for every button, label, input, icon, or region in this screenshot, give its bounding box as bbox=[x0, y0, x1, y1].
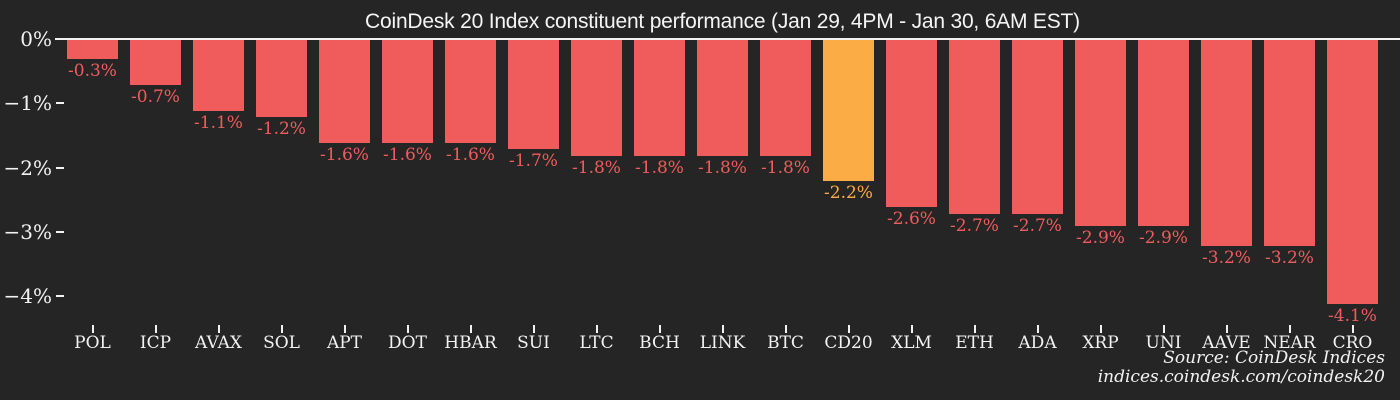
bar-value-label: -1.2% bbox=[257, 119, 306, 139]
x-tick-mark bbox=[91, 325, 94, 333]
bar-AAVE bbox=[1201, 40, 1252, 246]
y-tick-label: −3% bbox=[3, 219, 53, 244]
bar-NEAR bbox=[1264, 40, 1315, 246]
bar-XLM bbox=[886, 40, 937, 207]
x-tick-label-XRP: XRP bbox=[1082, 333, 1119, 353]
x-tick-mark bbox=[847, 325, 850, 333]
bar-value-label: -0.3% bbox=[68, 61, 117, 81]
x-tick-mark bbox=[532, 325, 535, 333]
source-line: Source: CoinDesk Indices bbox=[1163, 348, 1385, 368]
x-tick-mark bbox=[469, 325, 472, 333]
y-tick-label: −2% bbox=[3, 155, 53, 180]
x-tick-mark bbox=[1162, 325, 1165, 333]
bar-BCH bbox=[634, 40, 685, 156]
bar-LINK bbox=[697, 40, 748, 156]
bar-value-label: -4.1% bbox=[1328, 306, 1377, 326]
zero-baseline bbox=[55, 38, 1400, 40]
x-tick-label-ETH: ETH bbox=[955, 333, 994, 353]
x-tick-mark bbox=[154, 325, 157, 333]
bar-value-label: -1.6% bbox=[320, 145, 369, 165]
x-tick-label-POL: POL bbox=[74, 333, 111, 353]
bar-value-label: -1.1% bbox=[194, 113, 243, 133]
x-tick-label-XLM: XLM bbox=[891, 333, 932, 353]
bar-value-label: -2.6% bbox=[887, 209, 936, 229]
x-tick-mark bbox=[280, 325, 283, 333]
x-tick-label-UNI: UNI bbox=[1145, 333, 1182, 353]
bar-ETH bbox=[949, 40, 1000, 214]
y-tick-mark bbox=[56, 295, 64, 298]
y-tick-label: −4% bbox=[3, 284, 53, 309]
x-tick-label-BTC: BTC bbox=[767, 333, 804, 353]
x-tick-label-AVAX: AVAX bbox=[195, 333, 242, 353]
x-tick-mark bbox=[1099, 325, 1102, 333]
x-tick-label-CRO: CRO bbox=[1332, 333, 1373, 353]
bar-value-label: -3.2% bbox=[1202, 248, 1251, 268]
y-tick-mark bbox=[56, 230, 64, 233]
bar-value-label: -0.7% bbox=[131, 87, 180, 107]
x-tick-mark bbox=[343, 325, 346, 333]
x-tick-label-APT: APT bbox=[326, 333, 363, 353]
y-tick-label: 0% bbox=[20, 27, 52, 51]
bar-value-label: -1.8% bbox=[572, 158, 621, 178]
bar-value-label: -1.8% bbox=[761, 158, 810, 178]
bar-HBAR bbox=[445, 40, 496, 143]
x-tick-mark bbox=[595, 325, 598, 333]
x-tick-mark bbox=[910, 325, 913, 333]
bar-SUI bbox=[508, 40, 559, 149]
x-tick-label-ADA: ADA bbox=[1018, 333, 1057, 353]
x-tick-label-DOT: DOT bbox=[388, 333, 427, 353]
x-tick-mark bbox=[1225, 325, 1228, 333]
x-tick-label-CD20: CD20 bbox=[824, 333, 873, 353]
source-attribution: Source: CoinDesk Indices indices.coindes… bbox=[1098, 349, 1385, 387]
bar-DOT bbox=[382, 40, 433, 143]
x-tick-label-HBAR: HBAR bbox=[444, 333, 497, 353]
x-tick-label-ICP: ICP bbox=[139, 333, 172, 353]
bar-value-label: -1.7% bbox=[509, 151, 558, 171]
bar-value-label: -3.2% bbox=[1265, 248, 1314, 268]
y-tick-mark bbox=[56, 102, 64, 105]
y-tick-label: −1% bbox=[3, 91, 53, 116]
bar-ICP bbox=[130, 40, 181, 85]
x-tick-mark bbox=[784, 325, 787, 333]
bar-ADA bbox=[1012, 40, 1063, 214]
x-tick-label-AAVE: AAVE bbox=[1202, 333, 1251, 353]
x-tick-mark bbox=[721, 325, 724, 333]
source-url: indices.coindesk.com/coindesk20 bbox=[1097, 367, 1385, 387]
bar-XRP bbox=[1075, 40, 1126, 226]
bar-value-label: -1.8% bbox=[635, 158, 684, 178]
x-tick-mark bbox=[1288, 325, 1291, 333]
bar-value-label: -2.7% bbox=[1013, 216, 1062, 236]
bar-APT bbox=[319, 40, 370, 143]
bar-AVAX bbox=[193, 40, 244, 111]
bar-value-label: -1.8% bbox=[698, 158, 747, 178]
bar-value-label: -2.2% bbox=[824, 183, 873, 203]
bar-LTC bbox=[571, 40, 622, 156]
bar-value-label: -1.6% bbox=[383, 145, 432, 165]
chart-title: CoinDesk 20 Index constituent performanc… bbox=[365, 10, 1080, 33]
x-tick-label-SOL: SOL bbox=[263, 333, 300, 353]
bar-BTC bbox=[760, 40, 811, 156]
bar-CD20 bbox=[823, 40, 874, 181]
bar-value-label: -2.7% bbox=[950, 216, 999, 236]
x-tick-label-LTC: LTC bbox=[579, 333, 614, 353]
bar-value-label: -1.6% bbox=[446, 145, 495, 165]
x-tick-label-SUI: SUI bbox=[517, 333, 550, 353]
x-tick-label-NEAR: NEAR bbox=[1263, 333, 1316, 353]
x-tick-mark bbox=[1036, 325, 1039, 333]
bar-POL bbox=[67, 40, 118, 59]
x-tick-label-LINK: LINK bbox=[699, 333, 746, 353]
x-tick-mark bbox=[658, 325, 661, 333]
bar-CRO bbox=[1327, 40, 1378, 304]
x-tick-mark bbox=[1351, 325, 1354, 333]
bar-UNI bbox=[1138, 40, 1189, 226]
bar-value-label: -2.9% bbox=[1076, 228, 1125, 248]
bar-value-label: -2.9% bbox=[1139, 228, 1188, 248]
bar-SOL bbox=[256, 40, 307, 117]
y-tick-mark bbox=[56, 166, 64, 169]
x-tick-label-BCH: BCH bbox=[639, 333, 680, 353]
x-tick-mark bbox=[973, 325, 976, 333]
x-tick-mark bbox=[217, 325, 220, 333]
x-tick-mark bbox=[406, 325, 409, 333]
